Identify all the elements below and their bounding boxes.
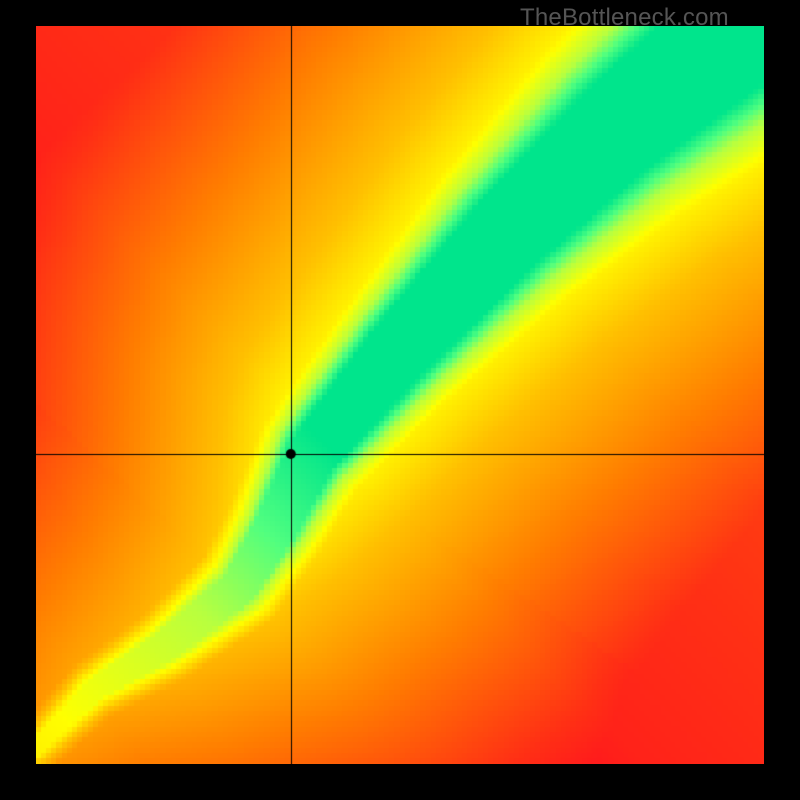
bottleneck-heatmap <box>36 26 764 764</box>
frame-left <box>0 0 36 800</box>
frame-right <box>764 0 800 800</box>
watermark-text: TheBottleneck.com <box>520 4 729 32</box>
frame-bottom <box>0 764 800 800</box>
